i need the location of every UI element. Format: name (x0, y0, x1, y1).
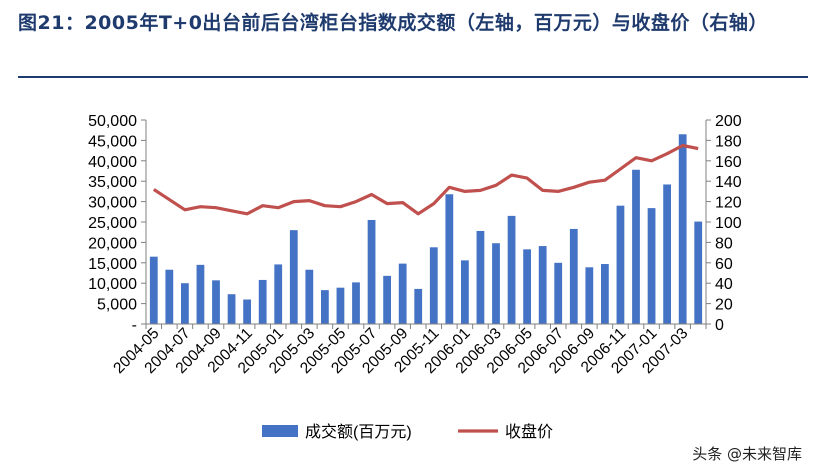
chart-title: 图21：2005年T+0出台前后台湾柜台指数成交额（左轴，百万元）与收盘价（右轴… (18, 12, 768, 34)
bar (165, 269, 174, 324)
bar (678, 134, 687, 324)
bar (227, 294, 236, 324)
bar (554, 262, 563, 324)
bar (336, 287, 345, 324)
right-tick-label: 20 (715, 297, 733, 314)
right-tick-label: 120 (715, 195, 742, 212)
bar (601, 264, 609, 324)
line-series (152, 143, 699, 216)
bar (569, 228, 578, 324)
left-tick-label: 25,000 (88, 215, 137, 232)
left-tick-label: 20,000 (88, 235, 137, 252)
right-axis: 0 20 40 60 80 100 120 140 160 180 200 (705, 113, 742, 334)
left-tick-label: 10,000 (88, 276, 137, 293)
bar (663, 184, 671, 324)
bar (492, 243, 500, 324)
bar (258, 279, 267, 324)
bar (507, 215, 516, 324)
left-axis: - 5,000 10,000 15,000 20,000 25,000 30,000 35,0… (88, 113, 147, 334)
bar (196, 264, 205, 324)
bar (367, 219, 376, 324)
right-tick-label: 0 (715, 317, 724, 334)
bar (274, 264, 283, 324)
bar (352, 282, 360, 324)
bar (243, 299, 251, 324)
watermark: 头条 @未来智库 (692, 445, 802, 463)
close-price-line (152, 143, 699, 216)
left-tick-label: 15,000 (88, 256, 137, 273)
bar (212, 280, 220, 324)
bar (429, 247, 438, 324)
bar (181, 283, 189, 324)
right-tick-label: 60 (715, 256, 733, 273)
left-tick-label: 35,000 (88, 174, 137, 191)
right-tick-label: 140 (715, 174, 742, 191)
bar (538, 246, 547, 324)
bar (398, 263, 407, 324)
bar-series (149, 134, 703, 324)
left-tick-label: - (132, 317, 137, 334)
bar (476, 230, 485, 324)
bar (149, 256, 158, 324)
legend-line-label: 收盘价 (505, 422, 553, 441)
right-tick-label: 100 (715, 215, 742, 232)
bar (647, 208, 656, 324)
bar (694, 221, 703, 324)
bar (632, 169, 640, 324)
left-tick-label: 45,000 (88, 133, 137, 150)
bar (414, 288, 423, 324)
left-tick-label: 30,000 (88, 195, 137, 212)
legend: 成交额(百万元) 收盘价 (262, 422, 553, 441)
left-tick-label: 5,000 (97, 297, 137, 314)
left-tick-label: 50,000 (88, 113, 137, 130)
bar (383, 275, 391, 324)
legend-bar-swatch (262, 425, 298, 437)
bar (289, 230, 298, 324)
bar (616, 205, 625, 324)
bar (305, 269, 314, 324)
legend-bar-label: 成交额(百万元) (305, 423, 412, 441)
right-tick-label: 160 (715, 154, 742, 171)
x-axis: 2004-052004-072004-092004-112005-012005-… (110, 323, 707, 377)
right-tick-label: 180 (715, 133, 742, 150)
right-tick-label: 200 (715, 113, 742, 130)
title-divider (18, 76, 808, 78)
right-tick-label: 80 (715, 235, 733, 252)
bar (445, 194, 454, 324)
bar (523, 249, 531, 324)
right-tick-label: 40 (715, 276, 733, 293)
bar (321, 290, 329, 324)
left-tick-label: 40,000 (88, 154, 137, 171)
bar (461, 260, 469, 324)
bar (585, 267, 594, 324)
